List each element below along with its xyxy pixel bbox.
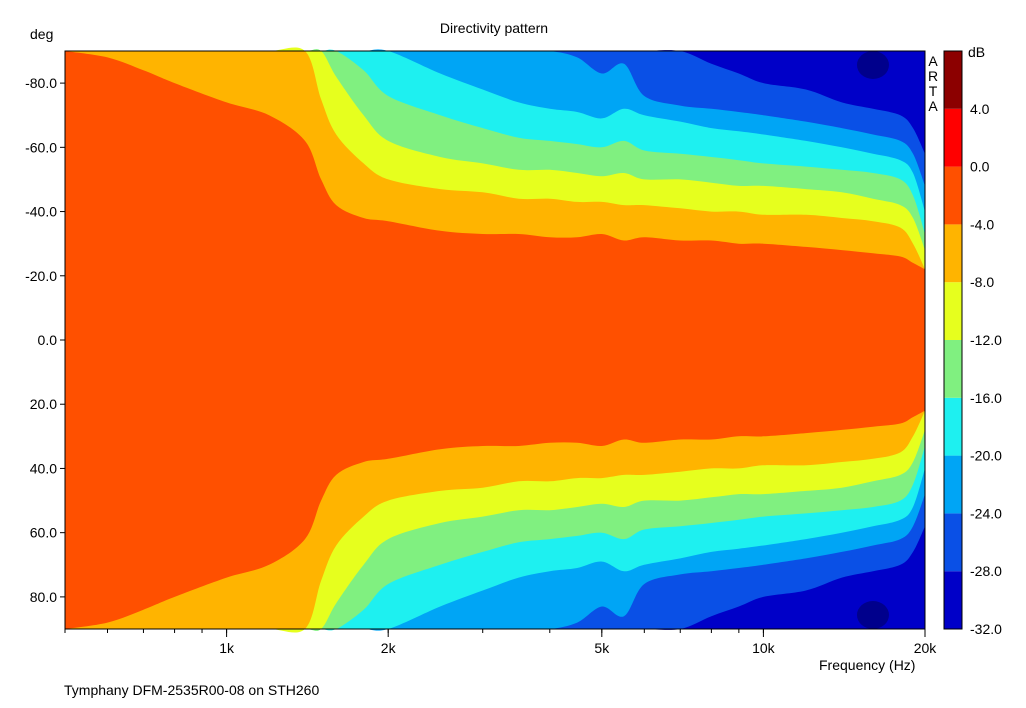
colorbar-tick-label: 4.0 bbox=[970, 101, 990, 117]
colorbar-tick-label: -28.0 bbox=[970, 563, 1002, 579]
watermark-letter: R bbox=[928, 68, 938, 84]
y-tick-label: 40.0 bbox=[30, 460, 57, 476]
colorbar-swatch bbox=[944, 108, 962, 167]
colorbar-swatch bbox=[944, 340, 962, 398]
colorbar-swatch bbox=[944, 224, 962, 283]
x-tick-label: 20k bbox=[914, 640, 938, 656]
watermark-letter: A bbox=[928, 53, 938, 69]
x-tick-label: 1k bbox=[219, 640, 235, 656]
colorbar-tick-label: -12.0 bbox=[970, 332, 1002, 348]
x-tick-label: 5k bbox=[594, 640, 610, 656]
colorbar-swatch bbox=[944, 166, 962, 225]
colorbar: 4.0 0.0 -4.0 -8.0 -12.0 -16.0 -20.0 -24.0 -28.0 -… bbox=[943, 50, 1002, 637]
y-tick-label: -40.0 bbox=[25, 204, 57, 220]
y-axis: -80.0 -60.0 -40.0 -20.0 0.0 20.0 40.0 60.0 80.0 bbox=[25, 75, 65, 605]
x-tick-label: 2k bbox=[381, 640, 397, 656]
x-axis-label: Frequency (Hz) bbox=[819, 657, 915, 673]
contour-band--28-top bbox=[65, 50, 925, 186]
y-tick-label: -20.0 bbox=[25, 268, 57, 284]
y-tick-label: 60.0 bbox=[30, 525, 57, 541]
contour-band--32-top bbox=[65, 50, 925, 154]
colorbar-tick-label: -16.0 bbox=[970, 390, 1002, 406]
y-axis-label: deg bbox=[30, 26, 53, 42]
colorbar-tick-label: 0.0 bbox=[970, 159, 990, 175]
contour-core-bottom bbox=[856, 601, 889, 629]
colorbar-tick-label: -8.0 bbox=[970, 274, 994, 290]
contour-plot bbox=[65, 47, 925, 633]
colorbar-tick-label: -4.0 bbox=[970, 216, 994, 232]
watermark-letter: A bbox=[928, 98, 938, 114]
colorbar-tick-label: -20.0 bbox=[970, 448, 1002, 464]
contour-core-top bbox=[856, 51, 889, 79]
chart-title: Directivity pattern bbox=[440, 20, 548, 36]
colorbar-swatch bbox=[944, 282, 962, 340]
y-tick-label: 0.0 bbox=[38, 332, 58, 348]
x-axis: 1k 2k 5k 10k 20k bbox=[64, 629, 938, 656]
colorbar-swatch bbox=[944, 513, 962, 572]
x-tick-label: 10k bbox=[752, 640, 776, 656]
contour-band--32-bottom bbox=[65, 526, 925, 630]
colorbar-swatch bbox=[944, 51, 962, 109]
y-tick-label: 80.0 bbox=[30, 589, 57, 605]
colorbar-unit: dB bbox=[968, 44, 985, 60]
y-tick-label: -60.0 bbox=[25, 139, 57, 155]
y-tick-label: -80.0 bbox=[25, 75, 57, 91]
colorbar-swatch bbox=[944, 571, 962, 629]
colorbar-swatch bbox=[944, 455, 962, 514]
colorbar-tick-label: -32.0 bbox=[970, 621, 1002, 637]
watermark-letter: T bbox=[929, 83, 938, 99]
footer-caption: Tymphany DFM-2535R00-08 on STH260 bbox=[64, 682, 319, 698]
colorbar-frame bbox=[943, 50, 963, 630]
colorbar-swatch bbox=[944, 397, 962, 456]
colorbar-tick-label: -24.0 bbox=[970, 505, 1002, 521]
contour-band--28-bottom bbox=[65, 494, 925, 630]
y-tick-label: 20.0 bbox=[30, 396, 57, 412]
